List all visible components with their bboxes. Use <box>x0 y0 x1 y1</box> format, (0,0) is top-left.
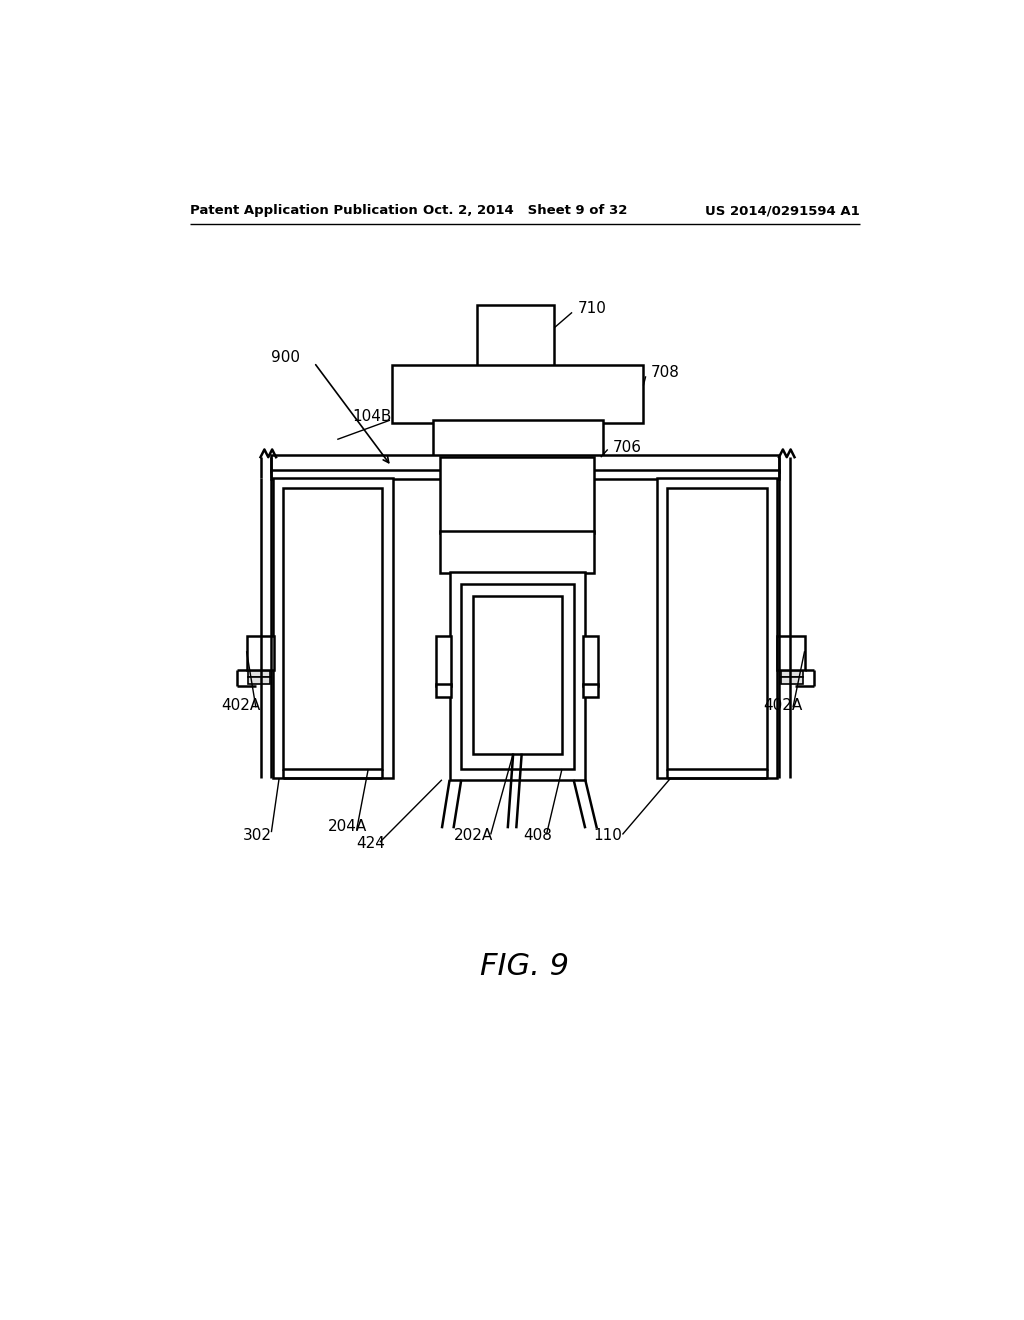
Text: 424: 424 <box>356 836 385 851</box>
Bar <box>435 684 452 697</box>
Text: 202A: 202A <box>454 829 493 843</box>
Bar <box>247 636 273 671</box>
Text: 104B: 104B <box>352 409 392 424</box>
Bar <box>657 478 777 779</box>
Bar <box>450 572 586 780</box>
Text: US 2014/0291594 A1: US 2014/0291594 A1 <box>705 205 859 218</box>
Text: FIG. 9: FIG. 9 <box>480 953 569 981</box>
Bar <box>283 488 382 770</box>
Text: 110: 110 <box>593 829 622 843</box>
Bar <box>668 488 767 770</box>
Bar <box>432 420 603 457</box>
Bar <box>391 364 643 422</box>
Bar <box>440 457 594 533</box>
Text: 708: 708 <box>651 364 680 380</box>
Bar <box>248 677 270 684</box>
Bar <box>435 636 452 686</box>
Text: Oct. 2, 2014   Sheet 9 of 32: Oct. 2, 2014 Sheet 9 of 32 <box>423 205 627 218</box>
Text: 706: 706 <box>612 440 641 454</box>
Text: 900: 900 <box>271 350 300 364</box>
Text: 408: 408 <box>523 829 552 843</box>
Bar <box>473 595 562 754</box>
Text: 710: 710 <box>578 301 606 315</box>
Bar <box>781 671 803 677</box>
Bar <box>273 478 393 779</box>
Bar <box>271 470 779 479</box>
Text: 204A: 204A <box>328 820 368 834</box>
Text: Patent Application Publication: Patent Application Publication <box>190 205 418 218</box>
Bar <box>461 585 573 770</box>
Text: 302: 302 <box>243 829 271 843</box>
Bar <box>583 636 598 686</box>
Bar <box>477 305 554 367</box>
Text: 402A: 402A <box>764 697 803 713</box>
Bar <box>777 636 805 671</box>
Bar <box>781 677 803 684</box>
Bar <box>271 455 779 471</box>
Bar <box>248 671 270 677</box>
Bar <box>583 684 598 697</box>
Text: 402A: 402A <box>221 697 260 713</box>
Bar <box>440 531 594 573</box>
